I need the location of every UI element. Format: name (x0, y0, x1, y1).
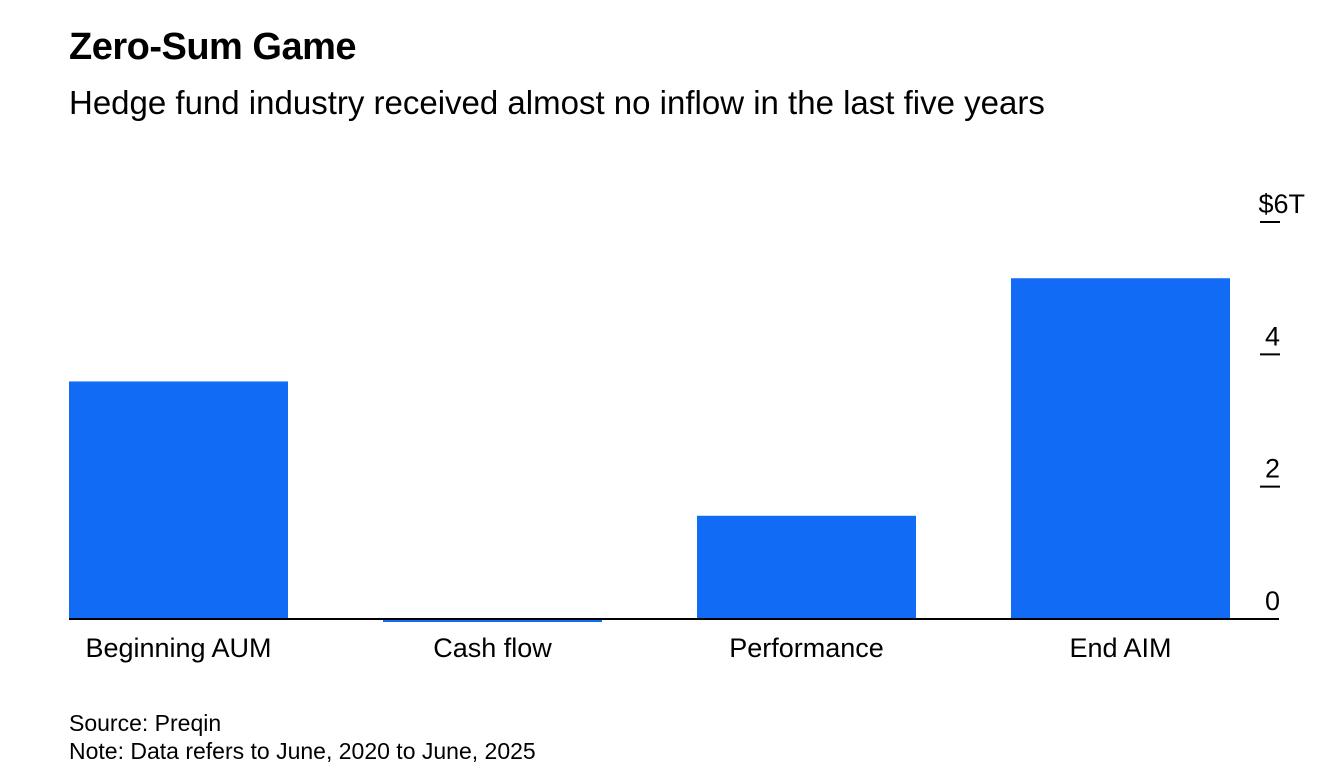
y-tick-label: 2 (1265, 454, 1280, 484)
y-tick-label: $6T (1258, 189, 1305, 219)
data-note: Note: Data refers to June, 2020 to June,… (69, 738, 536, 764)
bar-beginning-aum (69, 381, 288, 619)
x-tick-label: Performance (729, 633, 884, 663)
bar-performance (697, 515, 916, 619)
x-tick-label: Beginning AUM (85, 633, 271, 663)
y-tick-label: 0 (1265, 586, 1280, 616)
bar-end-aim (1011, 278, 1230, 619)
x-tick-label: End AIM (1069, 633, 1171, 663)
chart-subtitle: Hedge fund industry received almost no i… (69, 84, 1045, 121)
source-note: Source: Preqin (69, 710, 222, 736)
x-tick-label: Cash flow (433, 633, 552, 663)
chart-title: Zero-Sum Game (69, 26, 357, 68)
y-tick-label: 4 (1265, 321, 1280, 351)
bar-cash-flow (383, 620, 602, 622)
